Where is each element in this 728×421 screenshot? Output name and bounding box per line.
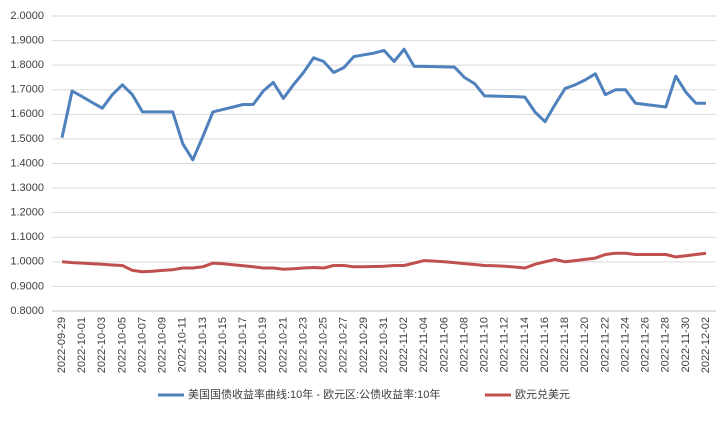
x-tick-label: 2022-11-22 bbox=[599, 317, 611, 372]
x-tick-label: 2022-10-15 bbox=[217, 317, 229, 373]
x-tick-label: 2022-10-19 bbox=[257, 317, 269, 373]
y-tick-label: 1.8000 bbox=[10, 59, 44, 71]
y-tick-label: 2.0000 bbox=[10, 10, 44, 22]
y-tick-label: 1.1000 bbox=[10, 231, 44, 243]
x-tick-label: 2022-11-02 bbox=[398, 317, 410, 372]
legend-label: 美国国债收益率曲线:10年 - 欧元区:公债收益率:10年 bbox=[188, 387, 440, 401]
x-tick-label: 2022-11-08 bbox=[458, 317, 470, 372]
x-tick-label: 2022-11-20 bbox=[579, 317, 591, 372]
x-tick-label: 2022-10-23 bbox=[297, 317, 309, 373]
y-tick-label: 0.8000 bbox=[10, 305, 44, 317]
x-tick-label: 2022-11-04 bbox=[418, 317, 430, 372]
x-tick-label: 2022-11-30 bbox=[680, 317, 692, 372]
x-tick-label: 2022-11-24 bbox=[619, 317, 631, 372]
x-tick-label: 2022-10-01 bbox=[76, 317, 88, 373]
x-tick-label: 2022-10-09 bbox=[157, 317, 169, 373]
series-line bbox=[61, 251, 707, 274]
x-tick-label: 2022-11-14 bbox=[519, 317, 531, 372]
x-tick-label: 2022-10-17 bbox=[237, 317, 249, 373]
y-tick-label: 0.9000 bbox=[10, 280, 44, 292]
y-tick-label: 1.3000 bbox=[10, 182, 44, 194]
y-tick-label: 1.7000 bbox=[10, 84, 44, 96]
y-tick-label: 1.4000 bbox=[10, 157, 44, 169]
x-tick-label: 2022-10-27 bbox=[338, 317, 350, 373]
x-tick-label: 2022-11-28 bbox=[660, 317, 672, 372]
y-tick-label: 1.2000 bbox=[10, 207, 44, 219]
x-tick-label: 2022-09-29 bbox=[56, 317, 68, 373]
x-tick-label: 2022-10-29 bbox=[358, 317, 370, 373]
x-tick-label: 2022-11-10 bbox=[479, 317, 491, 372]
x-tick-label: 2022-10-25 bbox=[318, 317, 330, 373]
x-tick-label: 2022-10-05 bbox=[116, 317, 128, 373]
x-tick-label: 2022-10-11 bbox=[177, 317, 189, 372]
x-tick-label: 2022-10-21 bbox=[277, 317, 289, 373]
x-tick-label: 2022-12-02 bbox=[700, 317, 712, 373]
x-tick-label: 2022-11-18 bbox=[559, 317, 571, 372]
y-tick-label: 1.5000 bbox=[10, 133, 44, 145]
x-tick-label: 2022-11-26 bbox=[640, 317, 652, 372]
legend-label: 欧元兑美元 bbox=[515, 387, 570, 401]
y-tick-label: 1.0000 bbox=[10, 256, 44, 268]
x-tick-label: 2022-10-13 bbox=[197, 317, 209, 373]
x-tick-label: 2022-10-07 bbox=[136, 317, 148, 373]
series-line bbox=[60, 47, 706, 162]
y-tick-label: 1.6000 bbox=[10, 108, 44, 120]
x-tick-label: 2022-10-31 bbox=[378, 317, 390, 373]
x-tick-label: 2022-11-06 bbox=[438, 317, 450, 372]
x-tick-label: 2022-10-03 bbox=[96, 317, 108, 373]
y-tick-label: 1.9000 bbox=[10, 34, 44, 46]
x-tick-label: 2022-11-12 bbox=[499, 317, 511, 372]
x-tick-label: 2022-11-16 bbox=[539, 317, 551, 372]
